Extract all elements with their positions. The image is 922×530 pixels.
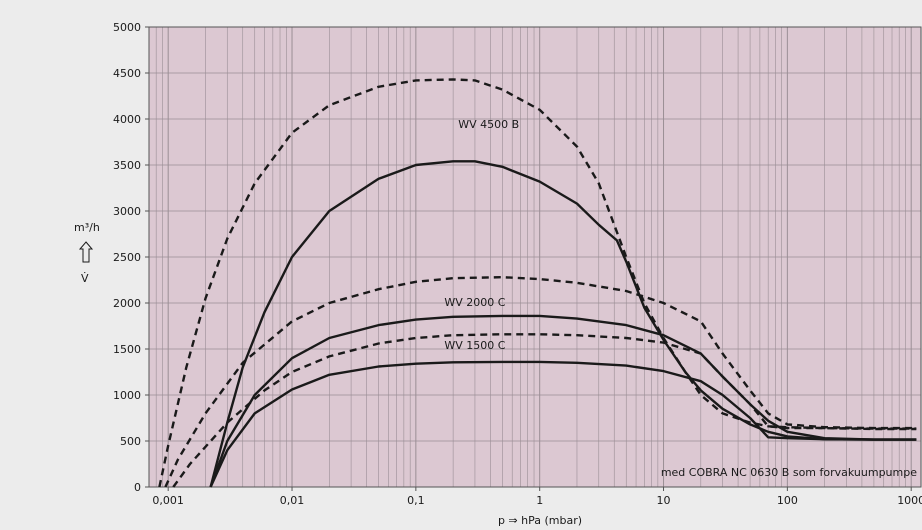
y-tick-labels: 0 500 1000 1500 2000 2500 3000 3500 4000 4500 5000 — [113, 21, 149, 494]
x-tick-label: 1000 — [897, 494, 922, 507]
y-tick-label: 2500 — [113, 251, 141, 264]
y-tick-label: 3500 — [113, 159, 141, 172]
series-line-3-dashed — [164, 276, 917, 488]
y-tick-label: 4500 — [113, 67, 141, 80]
y-tick-label: 1500 — [113, 343, 141, 356]
y-tick-label: 3000 — [113, 205, 141, 218]
x-tick-label: 10 — [657, 494, 671, 507]
up-arrow-icon — [78, 241, 94, 263]
curve-label: WV 1500 C — [444, 339, 505, 352]
y-tick-label: 2000 — [113, 297, 141, 310]
y-axis-unit: m³/h — [74, 221, 100, 234]
curve-label: WV 2000 C — [444, 296, 505, 309]
x-tick-label: 0,01 — [280, 494, 305, 507]
series-lines — [158, 78, 917, 488]
x-tick-label: 0,001 — [152, 494, 184, 507]
y-axis-symbol: V̇ — [81, 272, 89, 285]
x-tick-label: 1 — [536, 494, 543, 507]
x-tick-labels: 0,001 0,01 0,1 1 10 100 1000 — [152, 487, 922, 507]
y-tick-label: 4000 — [113, 113, 141, 126]
series-line-4-solid — [209, 314, 917, 488]
curve-label: WV 4500 B — [458, 118, 519, 131]
y-tick-label: 500 — [120, 435, 141, 448]
series-line-6-solid — [209, 360, 917, 488]
x-tick-label: 100 — [777, 494, 798, 507]
x-tick-label: 0,1 — [407, 494, 425, 507]
y-tick-label: 5000 — [113, 21, 141, 34]
y-tick-label: 0 — [134, 481, 141, 494]
chart-annotation: med COBRA NC 0630 B som forvakuumpumpe — [661, 466, 917, 479]
curve-labels: WV 4500 B WV 2000 C WV 1500 C — [444, 118, 519, 352]
y-tick-label: 1000 — [113, 389, 141, 402]
series-line-5-dashed — [172, 333, 917, 488]
x-axis-label: p ⇒ hPa (mbar) — [498, 514, 582, 527]
